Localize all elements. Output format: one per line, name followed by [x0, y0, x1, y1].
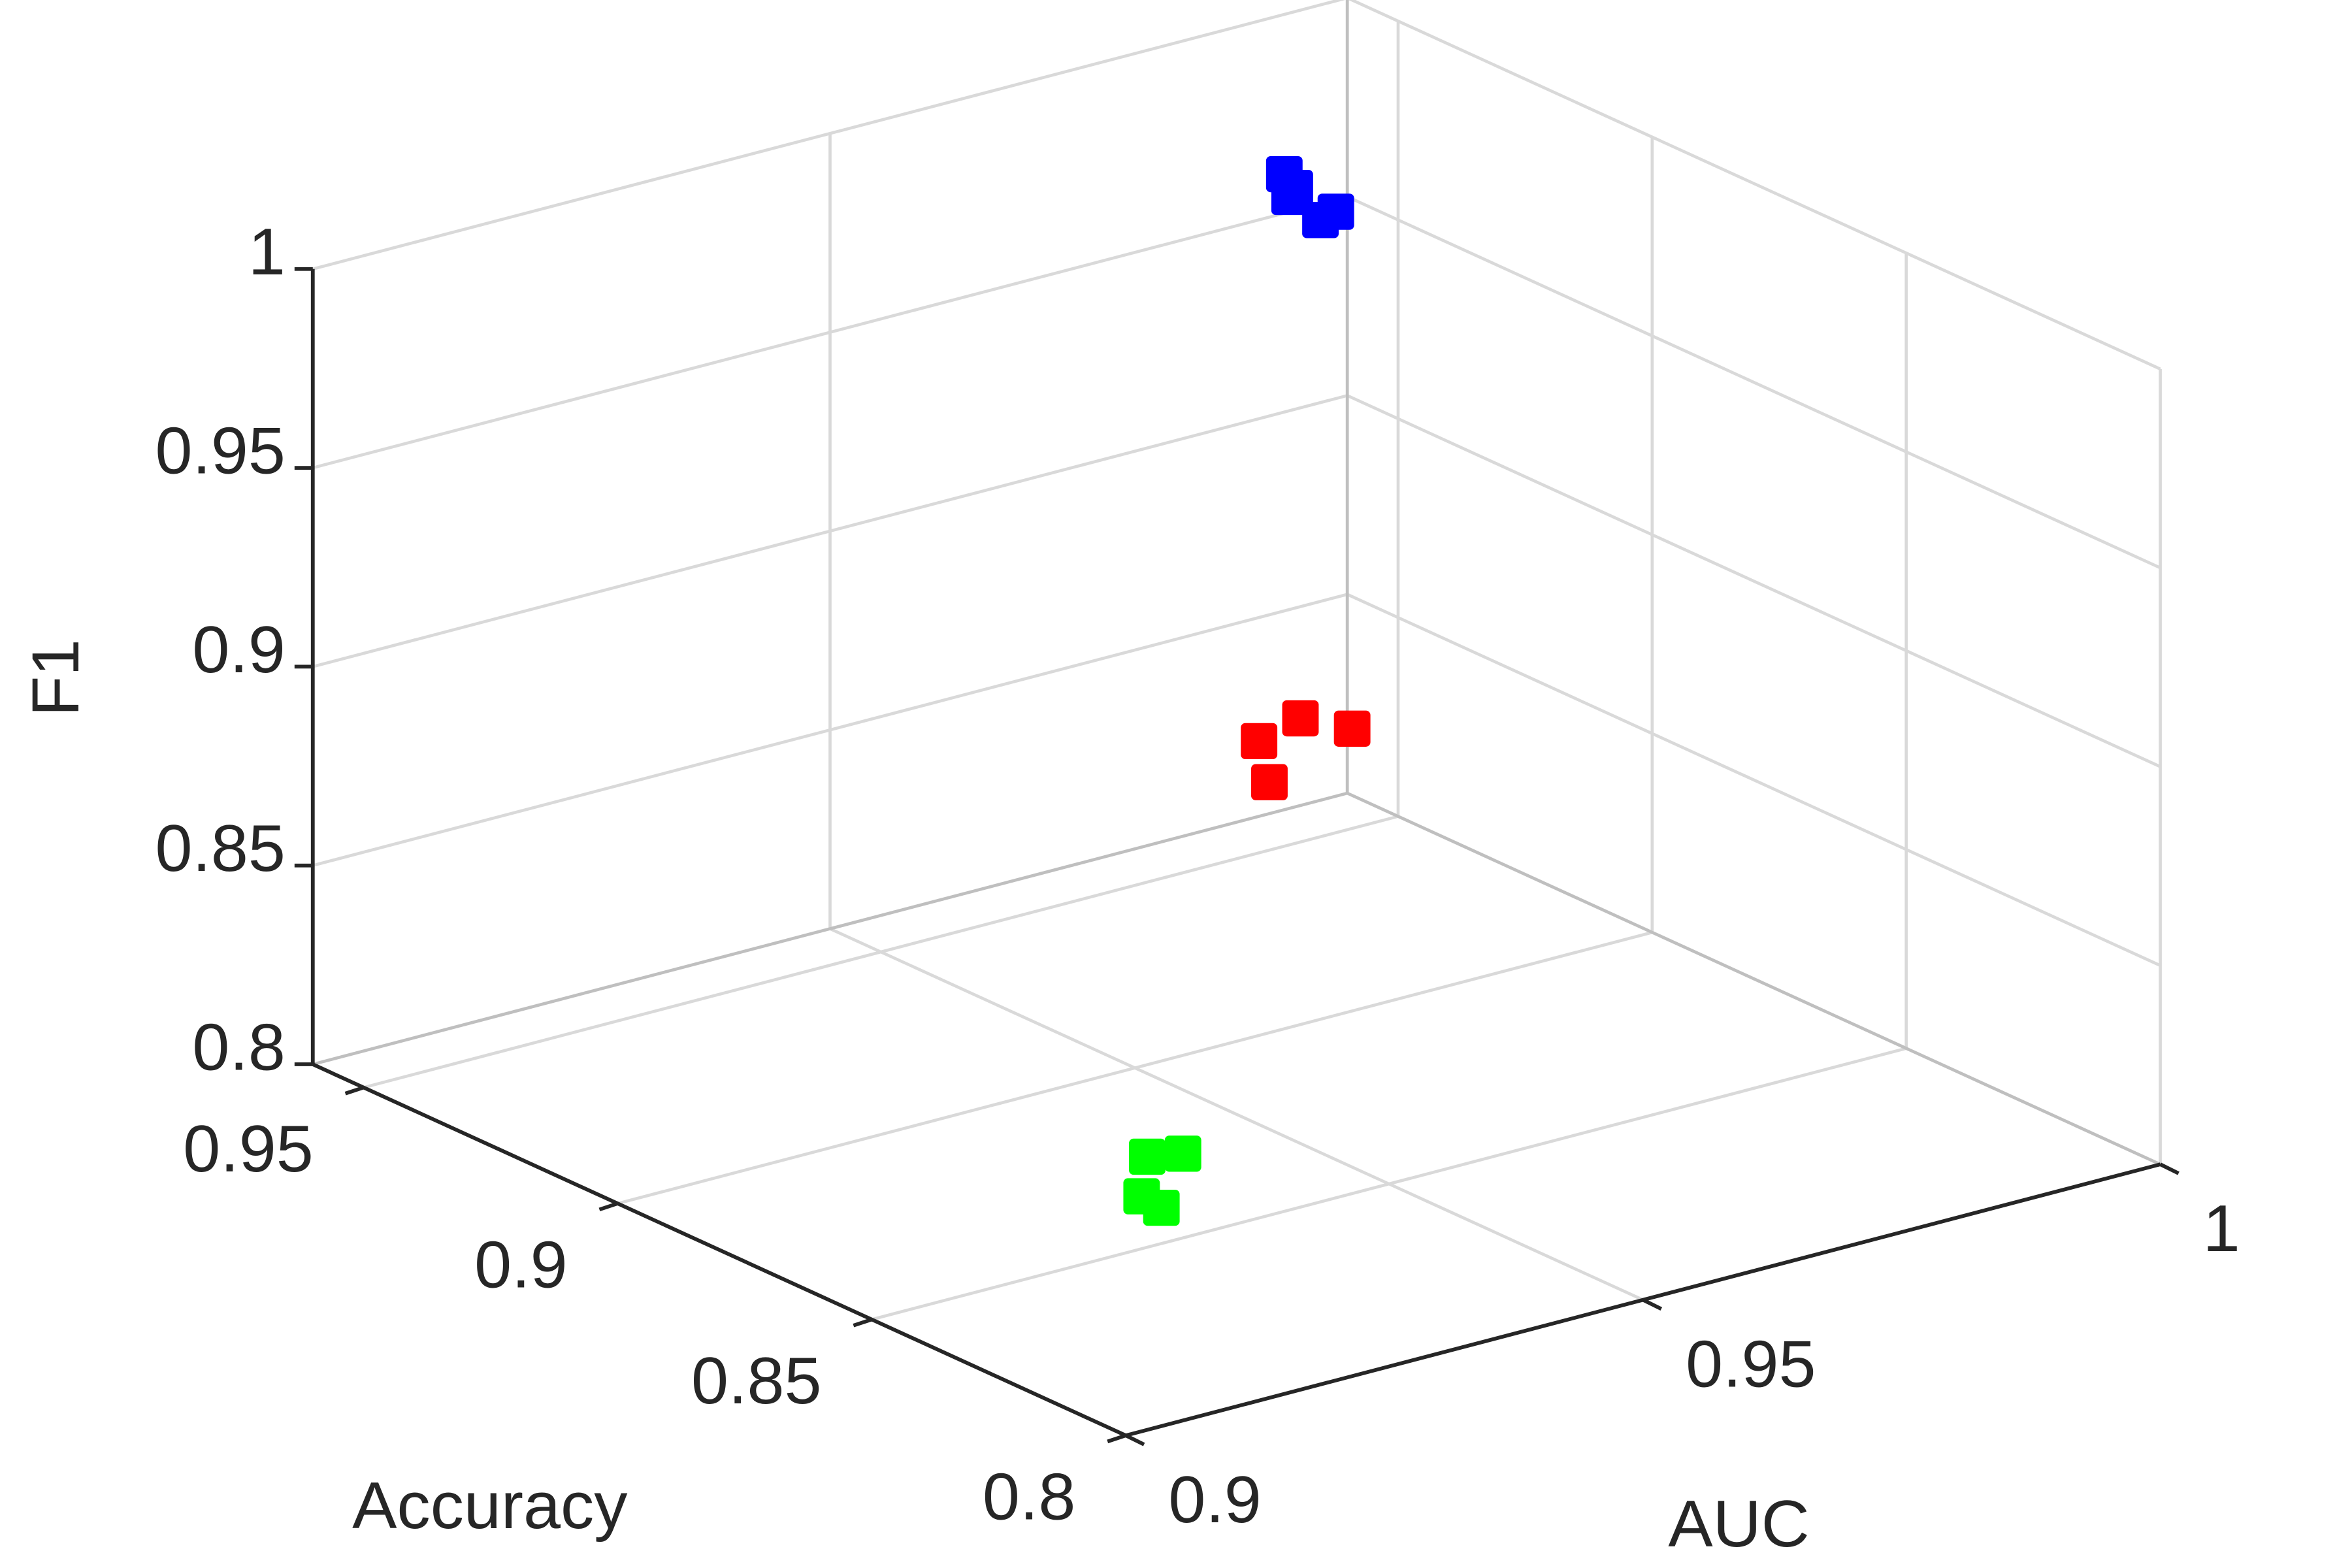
grid-line: [829, 927, 1644, 1301]
point: [1251, 764, 1288, 800]
grid-line: [1347, 593, 2161, 967]
y-axis: [1125, 1162, 2161, 1437]
grid-line: [1347, 195, 2161, 570]
tick-mark: [1642, 1298, 1663, 1311]
tick-mark: [2159, 1162, 2180, 1175]
point: [1123, 1178, 1160, 1215]
tick-mark: [598, 1201, 619, 1212]
tick-mark: [1124, 1433, 1145, 1446]
x-tick-label: 0.95: [183, 1111, 313, 1185]
x-tick-label: 0.9: [474, 1228, 567, 1301]
x-axis-title: Accuracy: [352, 1469, 627, 1543]
point: [1241, 723, 1278, 760]
x-tick-label: 0.85: [691, 1343, 821, 1417]
point: [1164, 1135, 1201, 1172]
z-tick-label: 0.95: [155, 414, 285, 487]
point: [1302, 202, 1339, 238]
y-tick-label: 0.9: [1168, 1462, 1261, 1536]
point: [1282, 700, 1319, 737]
tick-mark: [344, 1085, 365, 1096]
x-tick-label: 0.8: [983, 1460, 1075, 1533]
tick-mark: [1107, 1433, 1127, 1444]
box-edge: [1347, 791, 2161, 1166]
grid-line: [1347, 394, 2161, 768]
grid-line: [1348, 0, 2161, 370]
z-tick-label: 1: [248, 215, 286, 289]
x-axis: [312, 1062, 1127, 1437]
point: [1333, 710, 1371, 747]
z-tick-label: 0.85: [155, 811, 285, 885]
y-tick-label: 0.95: [1686, 1327, 1816, 1401]
z-axis-title: F1: [18, 639, 93, 716]
point: [1129, 1138, 1166, 1175]
point: [1271, 178, 1308, 216]
grid-line: [617, 930, 1653, 1205]
grid-line: [363, 815, 1399, 1089]
y-tick-label: 1: [2203, 1191, 2240, 1265]
z-tick-label: 0.8: [192, 1010, 285, 1084]
y-axis-title: AUC: [1668, 1486, 1809, 1560]
tick-mark: [853, 1317, 873, 1328]
grid-line: [871, 1047, 1907, 1321]
box-edge: [312, 791, 1348, 1066]
z-tick-label: 0.9: [192, 612, 285, 686]
